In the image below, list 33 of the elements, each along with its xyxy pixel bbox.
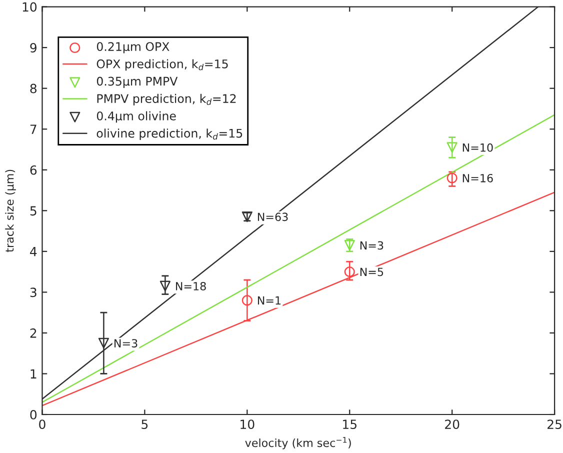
x-tick-label: 25: [548, 420, 562, 430]
x-tick-label: 20: [445, 420, 460, 430]
annotation: N=3: [360, 241, 384, 250]
y-tick-label: 1: [30, 369, 36, 378]
annotation: N=10: [462, 143, 493, 152]
annotation: N=3: [114, 339, 138, 348]
y-tick-label: 6: [30, 165, 37, 175]
annotation: N=63: [258, 212, 288, 222]
y-tick-label: 0: [30, 410, 37, 420]
legend-label: 0.4μm olivine: [96, 111, 176, 123]
y-tick-label: 5: [30, 206, 36, 216]
y-axis-title: track size (μm): [5, 170, 16, 252]
annotation: N=18: [176, 282, 206, 290]
annotation: N=16: [462, 174, 493, 182]
x-tick-label: 15: [343, 420, 356, 430]
x-tick-label: 10: [240, 420, 254, 430]
y-tick-label: 7: [30, 124, 36, 134]
legend-label: OPX prediction, k$_{d}$=15: [96, 59, 228, 71]
y-tick-label: 3: [30, 288, 36, 298]
x-tick-label: 5: [142, 420, 148, 430]
y-tick-label: 9: [30, 43, 36, 52]
legend-label: olivine prediction, k$_{d}$=15: [96, 128, 242, 140]
annotation: N=5: [360, 268, 384, 276]
x-tick-label: 0: [39, 420, 46, 430]
annotation: N=1: [258, 296, 281, 305]
legend-label: PMPV prediction, k$_{d}$=12: [97, 94, 236, 106]
x-axis-title: velocity (km sec$^{−1}$): [245, 437, 351, 450]
y-tick-label: 8: [30, 84, 37, 94]
legend-label: 0.21μm OPX: [96, 42, 170, 54]
y-tick-label: 4: [30, 247, 37, 256]
y-tick-label: 2: [30, 328, 36, 338]
legend-label: 0.35μm PMPV: [96, 76, 178, 88]
y-tick-label: 10: [22, 2, 37, 12]
